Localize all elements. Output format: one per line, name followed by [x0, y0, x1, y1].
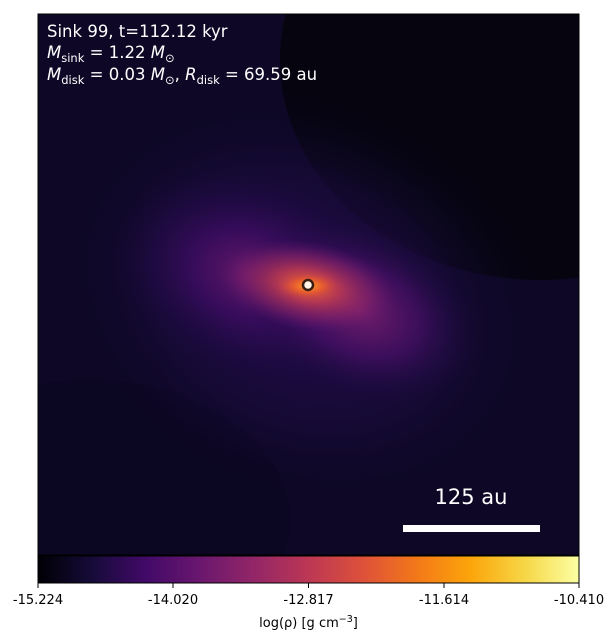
colorbar-tick-label: -14.020	[148, 593, 198, 608]
colorbar-tick-label: -10.410	[554, 593, 604, 608]
colorbar-tick-label: -15.224	[13, 593, 63, 608]
colorbar-axis-label: log(ρ) [g cm−3]	[259, 614, 358, 631]
colorbar	[37, 555, 580, 584]
colorbar-tick-label: -12.817	[283, 593, 333, 608]
scale-bar	[403, 525, 540, 532]
sink-marker	[301, 278, 315, 292]
sink-info-line: Sink 99, t=112.12 kyr	[47, 22, 228, 41]
colorbar-tick-label: -11.614	[419, 593, 469, 608]
sink-mass-line: Msink = 1.22 M⊙	[47, 43, 175, 65]
colorbar-ticks	[37, 583, 580, 588]
scale-bar-label: 125 au	[435, 485, 508, 509]
disk-properties-line: Mdisk = 0.03 M⊙, Rdisk = 69.59 au	[47, 65, 317, 87]
